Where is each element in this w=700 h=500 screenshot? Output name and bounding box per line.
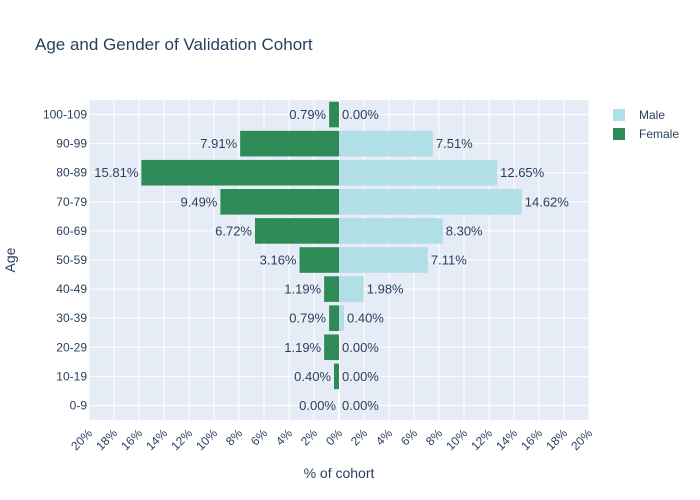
bar-label-male-50-59: 7.11%: [431, 253, 467, 268]
bar-label-male-70-79: 14.62%: [525, 194, 570, 209]
bar-female-10-19[interactable]: [334, 363, 339, 390]
x-tick-label: 4%: [273, 426, 295, 448]
bar-female-80-89[interactable]: [141, 159, 339, 186]
bar-female-30-39[interactable]: [329, 305, 339, 331]
y-tick-label: 70-79: [56, 195, 87, 209]
legend[interactable]: Male Female: [613, 108, 679, 141]
bar-male-60-69[interactable]: [339, 218, 443, 244]
bar-label-female-70-79: 9.49%: [181, 194, 218, 209]
bar-label-female-90-99: 7.91%: [200, 136, 237, 151]
bar-female-90-99[interactable]: [240, 130, 339, 157]
bar-label-female-40-49: 1.19%: [284, 282, 321, 297]
bar-label-male-10-19: 0.00%: [342, 369, 379, 384]
legend-label-male[interactable]: Male: [639, 108, 665, 122]
y-tick-label: 0-9: [70, 398, 88, 412]
bar-male-70-79[interactable]: [339, 189, 522, 215]
x-tick-label: 0%: [323, 426, 345, 448]
x-tick-label: 20%: [68, 426, 95, 453]
y-tick-label: 90-99: [56, 137, 87, 151]
legend-swatch-female[interactable]: [613, 128, 625, 140]
x-tick-label: 14%: [493, 426, 520, 453]
y-tick-label: 10-19: [56, 369, 87, 383]
y-tick-label: 20-29: [56, 340, 87, 354]
bar-label-male-40-49: 1.98%: [367, 282, 404, 297]
bar-female-60-69[interactable]: [255, 218, 339, 244]
x-tick-label: 2%: [298, 426, 320, 448]
x-tick-label: 20%: [568, 426, 595, 453]
bar-female-40-49[interactable]: [324, 276, 339, 302]
bar-male-50-59[interactable]: [339, 247, 428, 273]
legend-label-female[interactable]: Female: [639, 127, 679, 141]
x-tick-label: 18%: [93, 426, 120, 453]
y-axis-title: Age: [2, 247, 18, 272]
x-tick-label: 12%: [168, 426, 195, 453]
y-tick-labels: 0-9 10-19 20-29 30-39 40-49 50-59 60-69 70-79 80…: [43, 108, 87, 413]
bar-labels: 0.00% 0.00% 0.00% 0.40% 0.00% 1.19% 0.40% 0.79%…: [94, 107, 569, 413]
y-tick-label: 80-89: [56, 166, 87, 180]
bar-female-100-109[interactable]: [329, 101, 339, 128]
x-tick-label: 16%: [518, 426, 545, 453]
x-tick-label: 18%: [543, 426, 570, 453]
bar-male-30-39[interactable]: [339, 305, 344, 331]
x-tick-label: 8%: [223, 426, 245, 448]
x-tick-label: 12%: [468, 426, 495, 453]
bar-label-female-0-9: 0.00%: [299, 398, 336, 413]
bars: [141, 101, 522, 390]
bar-label-male-20-29: 0.00%: [342, 340, 379, 355]
bar-label-male-0-9: 0.00%: [342, 398, 379, 413]
x-tick-labels: 20%18%16%14%12%10% 8% 6% 4% 2% 0% 2% 4% 6% 8%10%1…: [68, 426, 595, 453]
bar-female-70-79[interactable]: [220, 189, 339, 215]
x-tick-label: 2%: [348, 426, 370, 448]
bar-label-female-20-29: 1.19%: [284, 340, 321, 355]
x-tick-label: 4%: [373, 426, 395, 448]
x-tick-label: 10%: [193, 426, 220, 453]
bar-label-female-100-109: 0.79%: [289, 107, 326, 122]
bar-label-male-90-99: 7.51%: [436, 136, 473, 151]
bar-label-male-60-69: 8.30%: [446, 223, 483, 238]
x-tick-label: 6%: [398, 426, 420, 448]
bar-label-female-50-59: 3.16%: [260, 253, 297, 268]
x-tick-label: 16%: [118, 426, 145, 453]
legend-swatch-male[interactable]: [613, 109, 625, 121]
chart-title: Age and Gender of Validation Cohort: [35, 35, 313, 54]
y-tick-label: 60-69: [56, 224, 87, 238]
x-tick-label: 14%: [143, 426, 170, 453]
y-tick-label: 30-39: [56, 311, 87, 325]
x-tick-label: 8%: [423, 426, 445, 448]
bar-label-female-30-39: 0.79%: [289, 311, 326, 326]
bar-label-male-30-39: 0.40%: [347, 311, 384, 326]
y-tick-label: 100-109: [43, 108, 87, 122]
bar-female-20-29[interactable]: [324, 334, 339, 361]
x-axis-title: % of cohort: [304, 465, 375, 481]
bar-label-male-100-109: 0.00%: [342, 107, 379, 122]
bar-label-female-10-19: 0.40%: [294, 369, 331, 384]
bar-female-50-59[interactable]: [299, 247, 340, 273]
bar-male-90-99[interactable]: [339, 130, 433, 157]
bar-male-80-89[interactable]: [339, 159, 498, 186]
bar-male-40-49[interactable]: [339, 276, 364, 302]
bar-label-male-80-89: 12.65%: [500, 165, 545, 180]
x-tick-label: 6%: [248, 426, 270, 448]
bar-label-female-60-69: 6.72%: [215, 223, 252, 238]
bar-label-female-80-89: 15.81%: [94, 165, 139, 180]
y-tick-label: 40-49: [56, 282, 87, 296]
y-tick-label: 50-59: [56, 253, 87, 267]
x-tick-label: 10%: [443, 426, 470, 453]
